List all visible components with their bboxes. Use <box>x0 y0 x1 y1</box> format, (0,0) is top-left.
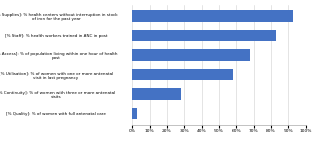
Bar <box>132 30 276 41</box>
Bar <box>132 108 137 119</box>
Bar <box>132 88 181 100</box>
Bar <box>132 69 233 80</box>
Bar <box>132 49 250 61</box>
Bar <box>132 10 294 22</box>
